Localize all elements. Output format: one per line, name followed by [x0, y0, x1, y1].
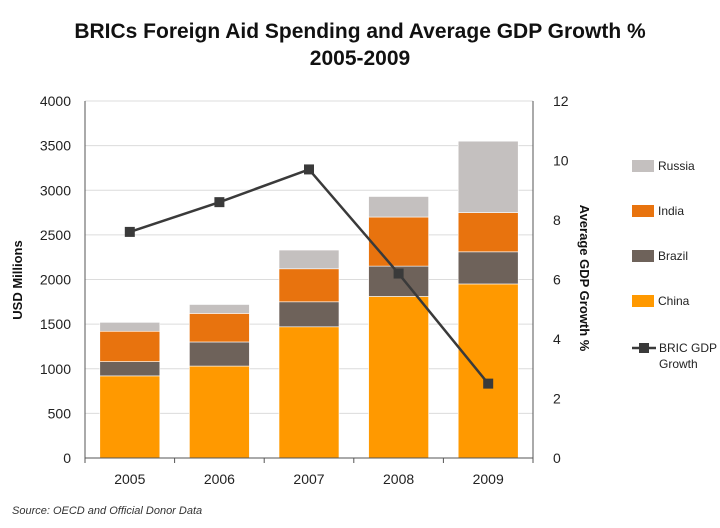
bar-brazil-2007 — [278, 301, 340, 328]
chart-title: BRICs Foreign Aid Spending and Average G… — [74, 20, 646, 70]
y-tick-label: 2000 — [40, 272, 71, 288]
bar-china-2005 — [99, 375, 161, 459]
x-tick-label: 2006 — [204, 471, 235, 487]
y2-tick-label: 2 — [553, 391, 561, 407]
legend-label-russia: Russia — [658, 159, 695, 173]
y-tick-label: 500 — [48, 405, 72, 421]
gdp-point-2009 — [483, 378, 494, 389]
legend-label-china: China — [658, 294, 690, 308]
bar-russia-2009 — [457, 140, 519, 213]
bar-china-2006 — [189, 365, 250, 459]
y2-tick-label: 6 — [553, 272, 561, 288]
bar-china-2009 — [457, 283, 519, 459]
legend: Russia India Brazil China BRIC GDP Growth — [632, 159, 717, 371]
bar-russia-2008 — [368, 196, 429, 218]
y2-tick-label: 4 — [553, 331, 561, 347]
gdp-line — [124, 164, 494, 389]
y2-axis-label: Average GDP Growth % — [577, 205, 592, 352]
y-tick-label: 4000 — [40, 93, 71, 109]
x-tick-label: 2009 — [473, 471, 504, 487]
y-tick-label: 1000 — [40, 361, 71, 377]
gdp-point-2008 — [393, 268, 404, 279]
y-axis-label: USD Millions — [10, 240, 25, 319]
bar-brazil-2006 — [189, 341, 250, 367]
legend-swatch-russia — [632, 160, 654, 172]
bar-india-2009 — [457, 212, 519, 253]
tick-labels: 0 500 1000 1500 2000 2500 3000 3500 4000 0 2 4 6 8 10 1… — [40, 93, 569, 487]
y-tick-label: 2500 — [40, 227, 71, 243]
y-tick-label: 1500 — [40, 316, 71, 332]
bar-brazil-2009 — [457, 251, 519, 285]
gdp-point-2007 — [304, 164, 314, 175]
legend-swatch-india — [632, 205, 654, 217]
legend-swatch-gdp-marker — [639, 343, 649, 353]
y-tick-label: 0 — [63, 450, 71, 466]
y-tick-label: 3500 — [40, 138, 71, 154]
x-tick-label: 2005 — [114, 471, 145, 487]
y2-tick-label: 0 — [553, 450, 561, 466]
y2-tick-label: 10 — [553, 153, 569, 169]
gdp-point-2006 — [214, 197, 225, 208]
y-tick-label: 3000 — [40, 182, 71, 198]
bar-india-2005 — [99, 330, 161, 362]
bar-india-2008 — [368, 216, 429, 267]
legend-swatch-china — [632, 295, 654, 307]
bar-india-2006 — [189, 313, 250, 343]
bar-russia-2006 — [189, 304, 250, 314]
legend-label-india: India — [658, 204, 684, 218]
bar-russia-2007 — [278, 249, 340, 270]
legend-swatch-brazil — [632, 250, 654, 262]
chart-title-line: 2005-2009 — [310, 47, 410, 70]
bar-russia-2005 — [99, 322, 161, 332]
y2-tick-label: 8 — [553, 212, 561, 228]
y2-tick-label: 12 — [553, 93, 569, 109]
bars — [99, 140, 519, 459]
bar-india-2007 — [278, 268, 340, 303]
legend-label-brazil: Brazil — [658, 249, 688, 263]
gdp-point-2005 — [124, 226, 135, 237]
bar-brazil-2005 — [99, 361, 161, 377]
bar-china-2008 — [368, 296, 429, 459]
legend-label-gdp-cont: Growth — [659, 357, 698, 371]
source-note: Source: OECD and Official Donor Data — [12, 505, 202, 517]
legend-label-gdp: BRIC GDP — [659, 341, 717, 355]
chart-title-line: BRICs Foreign Aid Spending and Average G… — [74, 20, 646, 43]
x-tick-label: 2007 — [293, 471, 324, 487]
axes — [84, 101, 534, 463]
bar-china-2007 — [278, 326, 340, 459]
x-tick-label: 2008 — [383, 471, 414, 487]
